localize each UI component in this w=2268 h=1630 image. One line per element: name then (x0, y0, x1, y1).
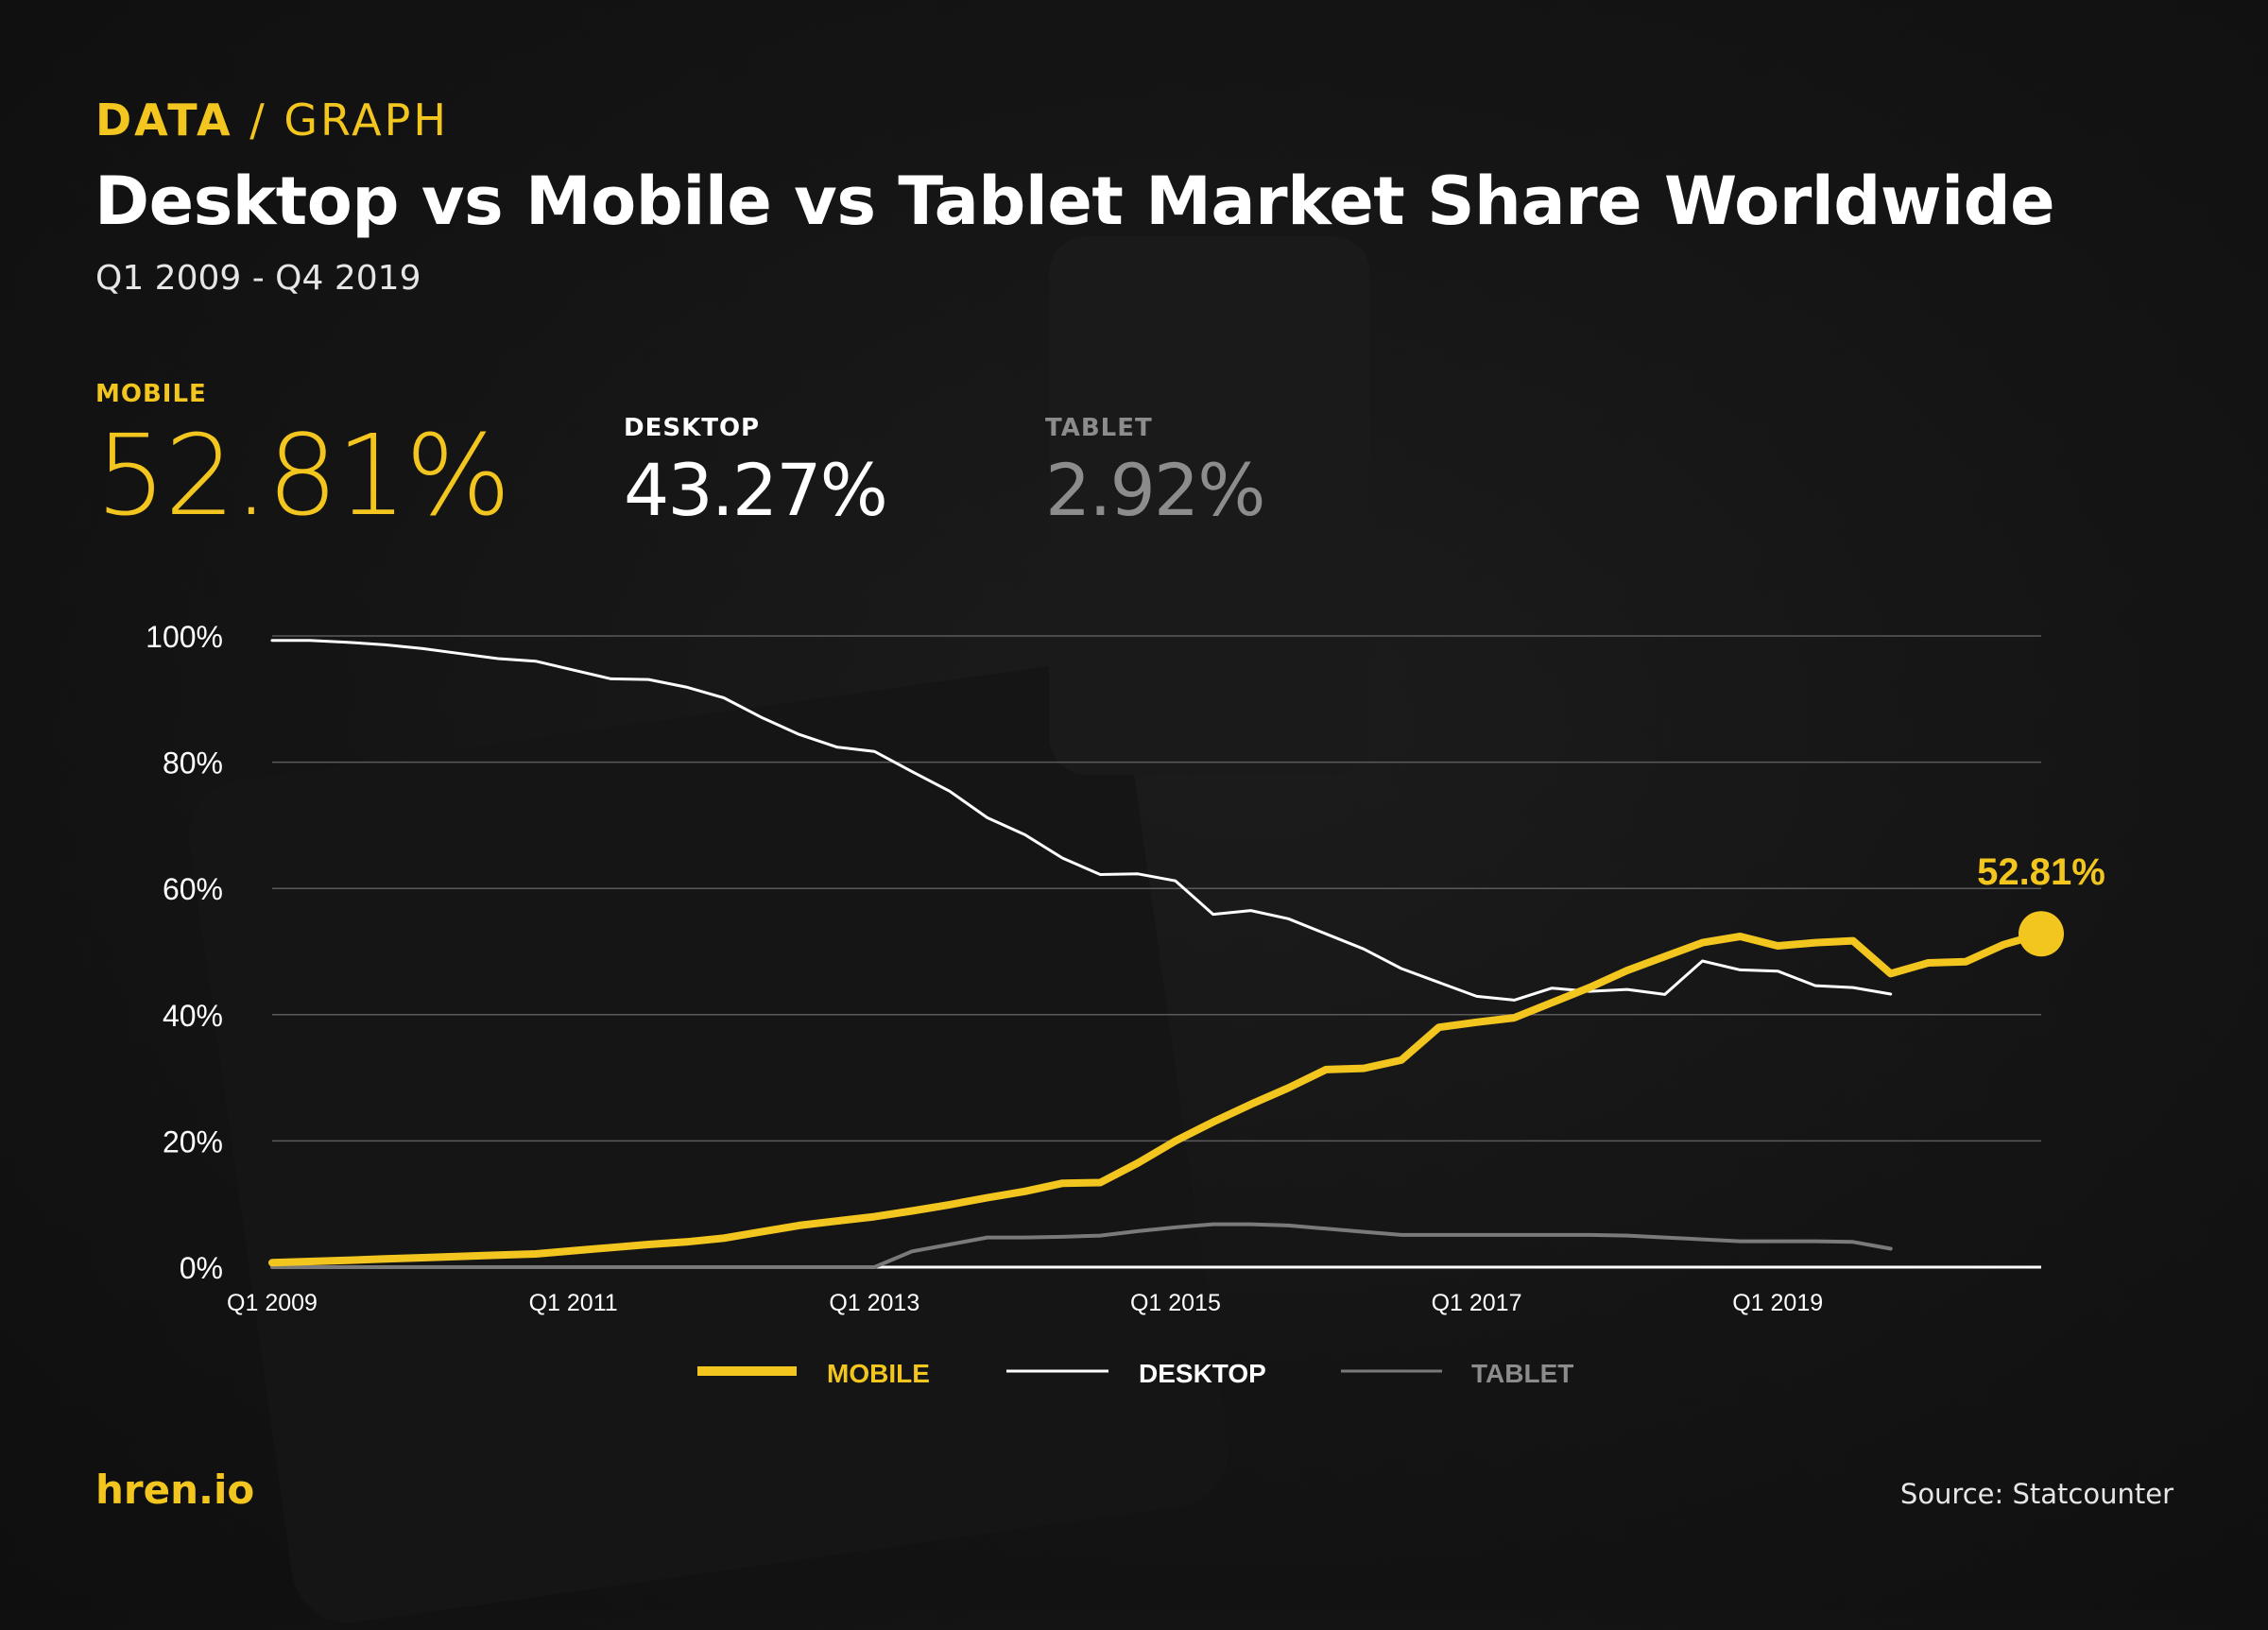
x-tick-label: Q1 2013 (829, 1290, 919, 1316)
brand-logo[interactable]: hren.io (95, 1467, 255, 1513)
stat-desktop: DESKTOP 43.27% (624, 414, 888, 533)
x-tick-label: Q1 2019 (1732, 1290, 1823, 1316)
y-tick-label: 80% (163, 746, 223, 781)
legend-label-desktop: DESKTOP (1139, 1359, 1266, 1388)
y-tick-label: 0% (180, 1251, 223, 1285)
series-line-mobile (268, 930, 2045, 1267)
source-note: Source: Statcounter (1899, 1478, 2174, 1510)
x-tick-label: Q1 2015 (1130, 1290, 1221, 1316)
page-title: Desktop vs Mobile vs Tablet Market Share… (94, 163, 2055, 240)
kicker-separator: / (249, 94, 267, 146)
stat-mobile-value: 52.81% (95, 410, 511, 540)
stat-tablet: TABLET 2.92% (1045, 414, 1265, 533)
series-line-desktop (270, 639, 1893, 1002)
kicker-data: DATA (95, 94, 233, 146)
date-range-subtitle: Q1 2009 - Q4 2019 (95, 259, 421, 298)
stat-tablet-label: TABLET (1045, 414, 1153, 442)
y-tick-label: 60% (163, 872, 223, 906)
mobile-end-marker (2019, 911, 2064, 957)
x-tick-label: Q1 2017 (1432, 1290, 1522, 1316)
stat-mobile: MOBILE 52.81% (95, 380, 511, 540)
x-tick-label: Q1 2009 (227, 1290, 318, 1316)
legend-label-tablet: TABLET (1471, 1359, 1573, 1388)
x-tick-label: Q1 2011 (529, 1290, 618, 1316)
stat-desktop-value: 43.27% (624, 448, 888, 532)
mobile-end-label: 52.81% (1977, 851, 2105, 893)
stat-desktop-label: DESKTOP (624, 414, 761, 442)
kicker: DATA / GRAPH (95, 94, 449, 146)
stat-tablet-value: 2.92% (1045, 448, 1265, 532)
y-tick-label: 100% (146, 620, 223, 654)
kicker-graph: GRAPH (284, 94, 449, 146)
y-tick-label: 20% (163, 1124, 223, 1158)
y-tick-label: 40% (163, 999, 223, 1033)
legend-label-mobile: MOBILE (827, 1359, 930, 1388)
series-line-tablet (270, 1222, 1893, 1269)
stat-mobile-label: MOBILE (95, 380, 207, 408)
